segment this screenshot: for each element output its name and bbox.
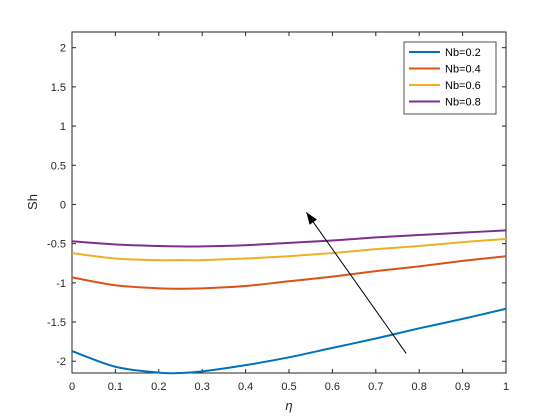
series-line-3 (71, 237, 507, 262)
x-tick-label: 0.9 (455, 381, 470, 393)
series-line-1 (71, 307, 507, 375)
y-tick-label: 0.5 (51, 160, 66, 172)
x-tick-label: 0.1 (108, 381, 123, 393)
x-tick-label: 0.3 (195, 381, 210, 393)
x-tick-label: 1 (503, 381, 509, 393)
x-tick-label: 0 (69, 381, 75, 393)
x-tick-label: 0.5 (281, 381, 296, 393)
x-tick-label: 0.6 (325, 381, 340, 393)
series-line-4 (71, 229, 507, 248)
y-tick-label: -0.5 (47, 239, 66, 251)
series-line-2 (71, 255, 507, 290)
legend-label: Nb=0.8 (445, 97, 481, 109)
legend: Nb=0.2 Nb=0.4 Nb=0.6 Nb=0.8 (403, 41, 497, 115)
arrow-annotation (305, 212, 407, 354)
x-tick-label: 0.2 (151, 381, 166, 393)
y-axis-label: Sh (25, 194, 40, 210)
y-axis: -2 -1.5 -1 -0.5 0 0.5 1 1.5 2 (47, 43, 506, 368)
x-tick-label: 0.7 (368, 381, 383, 393)
legend-label: Nb=0.2 (445, 47, 481, 59)
y-tick-label: 1 (60, 121, 66, 133)
x-axis-label: η (285, 398, 292, 413)
arrow-head (306, 212, 317, 225)
y-tick-label: 0 (60, 199, 66, 211)
y-tick-label: -2 (56, 356, 66, 368)
arrow-shaft (305, 212, 407, 354)
y-tick-label: 1.5 (51, 82, 66, 94)
x-tick-label: 0.8 (412, 381, 427, 393)
legend-label: Nb=0.6 (445, 80, 481, 92)
x-axis: 0 0.1 0.2 0.3 0.4 0.5 0.6 0.7 0.8 0.9 1 (69, 32, 509, 393)
legend-label: Nb=0.4 (445, 64, 481, 76)
series-lines (71, 229, 507, 375)
y-tick-label: -1.5 (47, 317, 66, 329)
y-tick-label: -1 (56, 278, 66, 290)
y-tick-label: 2 (60, 43, 66, 55)
x-tick-label: 0.4 (238, 381, 253, 393)
